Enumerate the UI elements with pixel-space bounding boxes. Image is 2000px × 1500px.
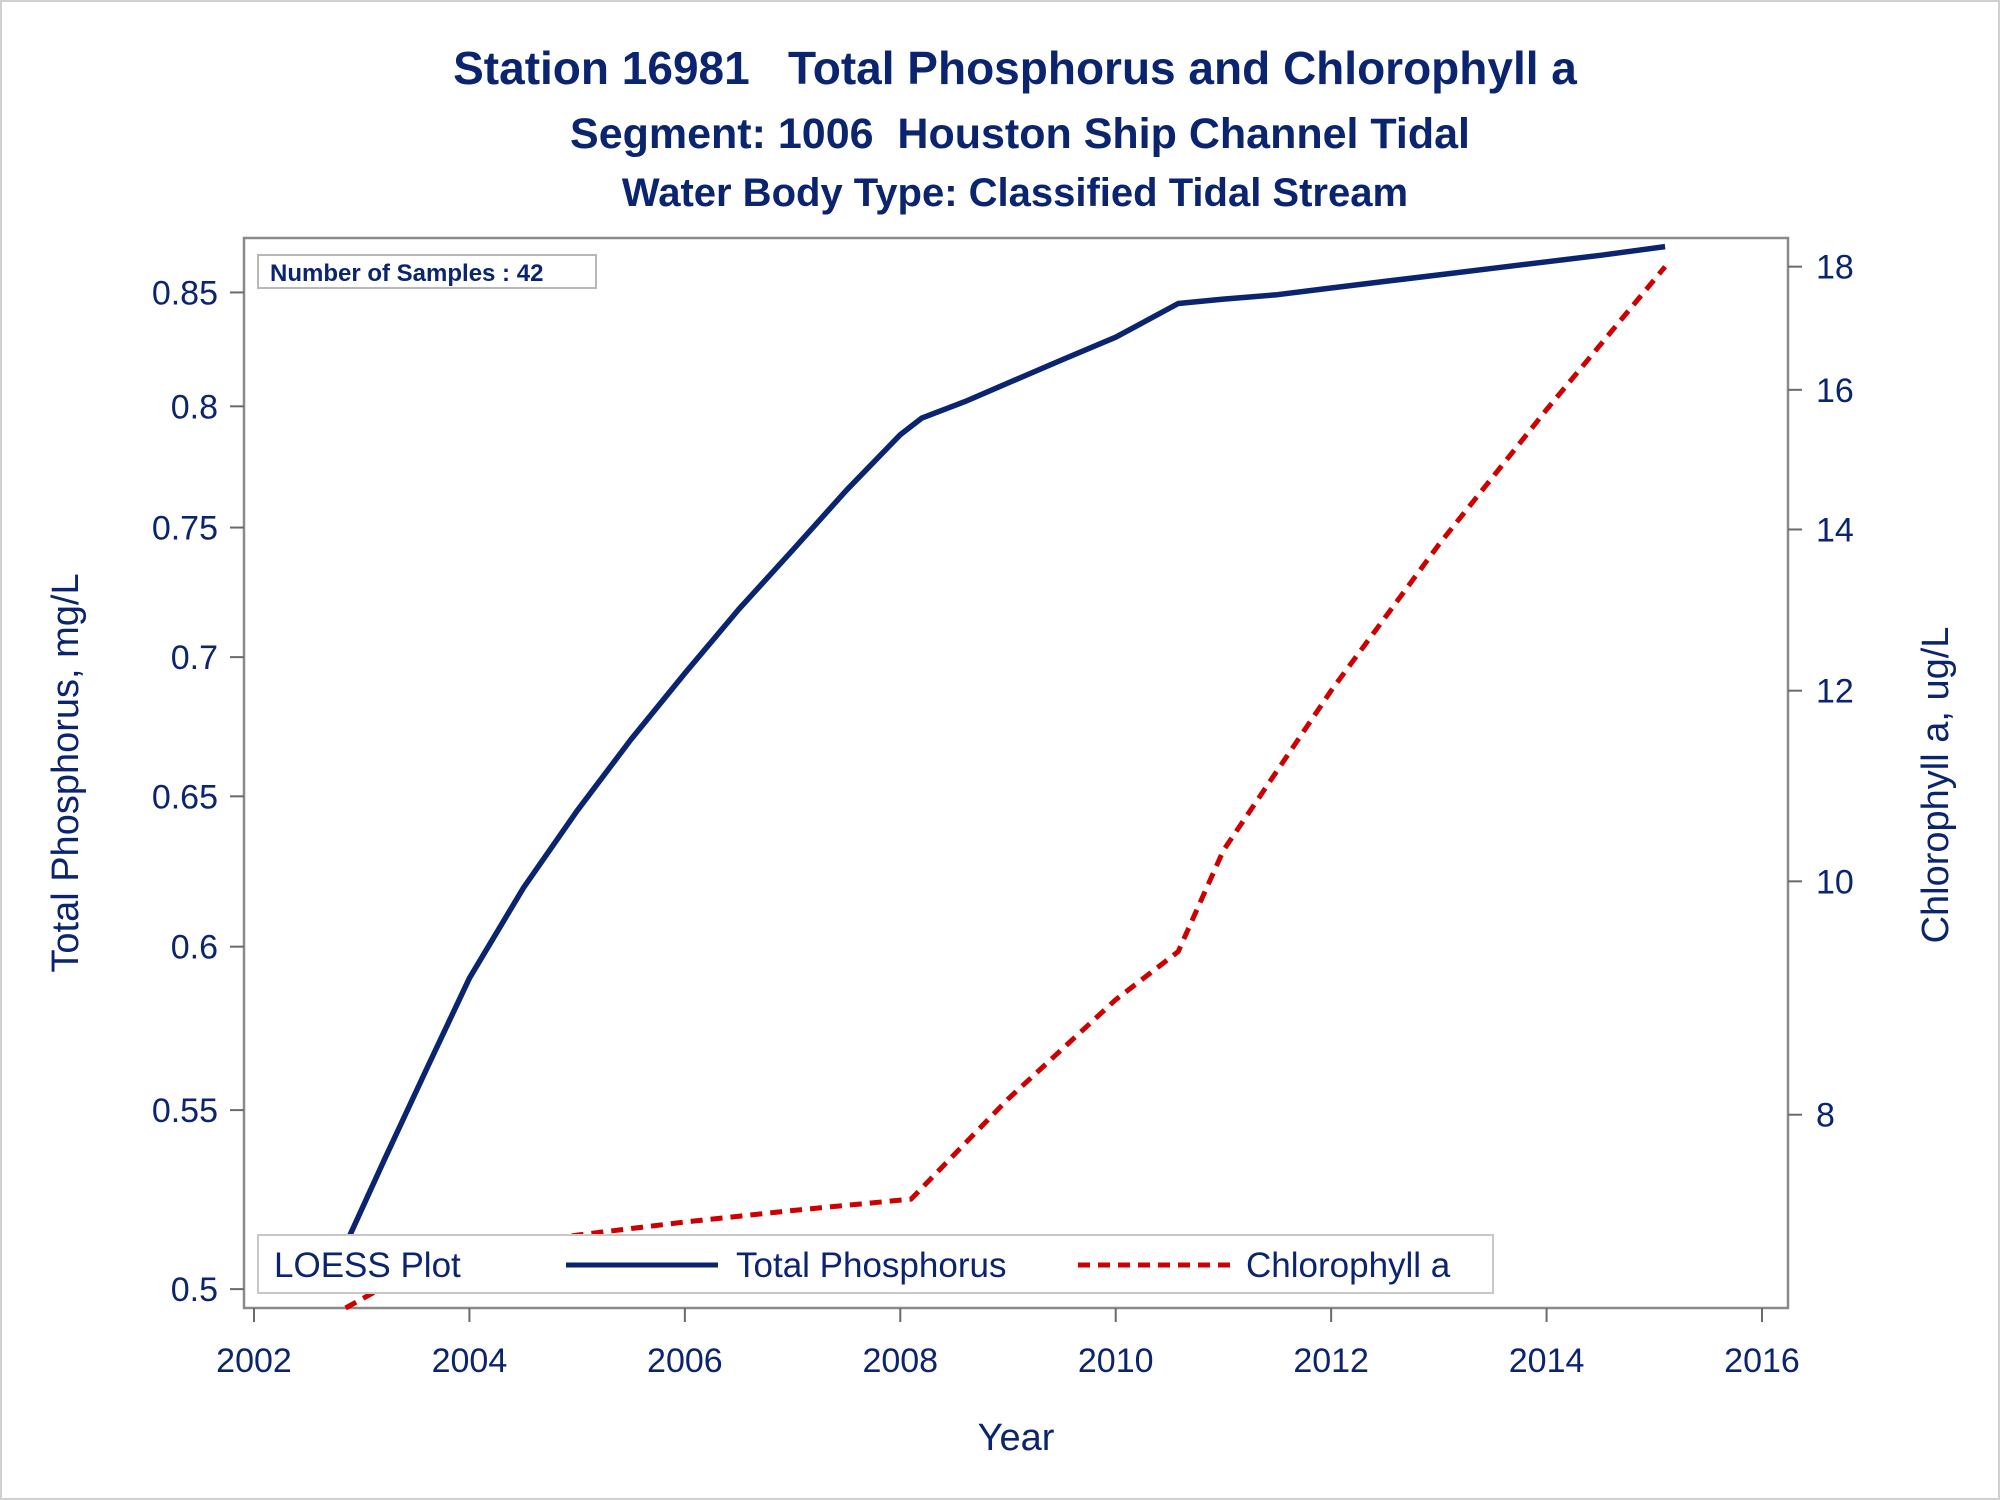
y-tick-label: 0.6 xyxy=(171,929,218,967)
sample-count-inset: Number of Samples : 42 xyxy=(257,254,597,289)
y-tick-label: 0.5 xyxy=(171,1271,218,1309)
y-tick-label: 0.7 xyxy=(171,639,218,677)
x-tick-label: 2010 xyxy=(1078,1342,1154,1380)
x-tick-label: 2002 xyxy=(216,1342,292,1380)
y2-axis-label: Chlorophyll a, ug/L xyxy=(1915,627,1957,944)
y2-tick-label: 8 xyxy=(1816,1097,1835,1135)
y-tick-label: 0.8 xyxy=(171,388,218,426)
legend-label-chlorophyll-a: Chlorophyll a xyxy=(1246,1246,1451,1285)
x-tick-label: 2004 xyxy=(432,1342,508,1380)
x-tick-label: 2016 xyxy=(1724,1342,1800,1380)
chart-title: Station 16981 Total Phosphorus and Chlor… xyxy=(453,42,1577,94)
legend: LOESS Plot Total Phosphorus Chlorophyll … xyxy=(257,1234,1494,1294)
x-tick-label: 2012 xyxy=(1293,1342,1369,1380)
inset-text: Number of Samples : 42 xyxy=(270,260,543,287)
y-tick-label: 0.85 xyxy=(152,274,218,312)
legend-box xyxy=(257,1234,1494,1294)
series-line-total-phosphorus xyxy=(343,243,1666,1246)
y-tick-label: 0.75 xyxy=(152,510,218,548)
x-tick-label: 2014 xyxy=(1509,1342,1585,1380)
legend-title: LOESS Plot xyxy=(274,1246,461,1285)
y2-tick-label: 18 xyxy=(1816,249,1854,287)
x-tick-label: 2008 xyxy=(862,1342,938,1380)
plot-area xyxy=(242,236,1790,1310)
y-tick-label: 0.65 xyxy=(152,778,218,816)
inset-box xyxy=(257,254,597,289)
y-axis-label: Total Phosphorus, mg/L xyxy=(45,573,87,972)
chart-subtitle-2: Water Body Type: Classified Tidal Stream xyxy=(622,171,1408,215)
y-tick-label: 0.55 xyxy=(152,1092,218,1130)
x-axis: 2002 2004 2006 2008 2010 2012 2014 2016 xyxy=(216,1308,1800,1380)
y-axis-right: 8 10 12 14 16 18 xyxy=(1788,249,1854,1135)
legend-label-total-phosphorus: Total Phosphorus xyxy=(736,1246,1006,1285)
x-tick-label: 2006 xyxy=(647,1342,723,1380)
series-layer xyxy=(343,243,1668,1311)
y2-tick-label: 16 xyxy=(1816,372,1854,410)
y-axis-left: 0.5 0.55 0.6 0.65 0.7 0.75 0.8 0.85 xyxy=(152,274,244,1309)
y2-tick-label: 14 xyxy=(1816,511,1854,549)
y2-tick-label: 10 xyxy=(1816,863,1854,901)
y2-tick-label: 12 xyxy=(1816,673,1854,711)
chart-subtitle: Segment: 1006 Houston Ship Channel Tidal xyxy=(570,110,1470,158)
x-axis-label: Year xyxy=(978,1417,1055,1459)
series-line-chlorophyll-a xyxy=(344,265,1668,1311)
